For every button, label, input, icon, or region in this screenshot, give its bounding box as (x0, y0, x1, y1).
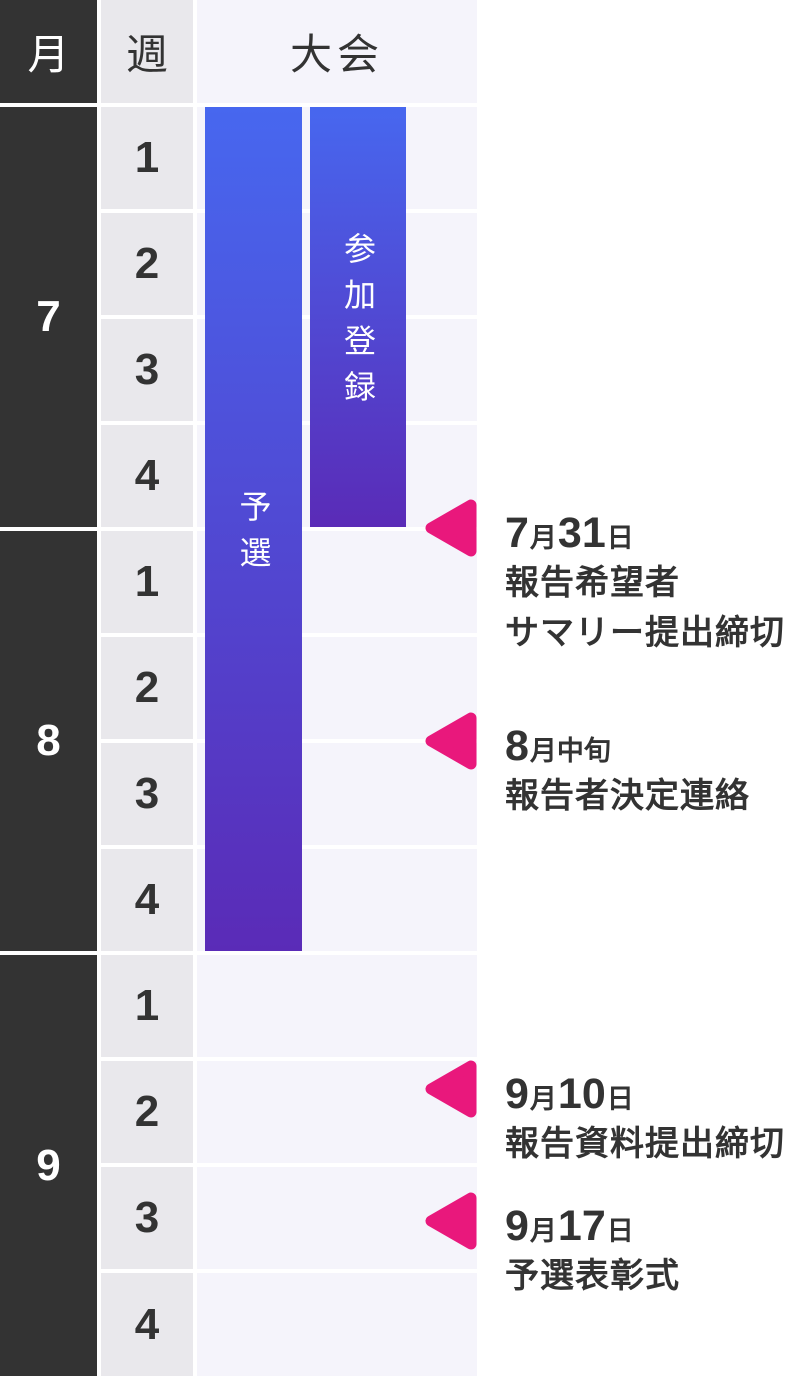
milestone-description-line: 報告資料提出締切 (505, 1125, 785, 1163)
track-column-header-label: 大会 (289, 31, 384, 78)
milestone-date-part: 日 (606, 1084, 634, 1114)
milestone-marker-icon (421, 497, 477, 559)
week-label: 2 (134, 663, 160, 712)
month-label: 7 (36, 292, 61, 341)
week-cell: 2 (101, 213, 193, 315)
milestone-marker-icon (421, 710, 477, 772)
week-label: 4 (134, 875, 160, 924)
week-label: 2 (134, 239, 160, 288)
month-column-header-label: 月 (27, 31, 70, 78)
milestone-date-part: 月中旬 (529, 736, 611, 766)
week-cell: 4 (101, 425, 193, 527)
track-cell (197, 1061, 477, 1163)
milestone-date-part: 8 (505, 722, 529, 770)
week-label: 4 (134, 451, 160, 500)
milestone-date: 7月31日 (505, 508, 785, 558)
week-cell: 4 (101, 849, 193, 951)
milestone-date: 9月10日 (505, 1069, 785, 1119)
week-cell: 2 (101, 637, 193, 739)
milestone-description-line: サマリー提出締切 (505, 614, 785, 652)
week-label: 1 (134, 557, 160, 606)
week-label: 3 (134, 1193, 160, 1242)
week-cell: 1 (101, 107, 193, 209)
month-label: 9 (36, 1140, 61, 1190)
week-label: 3 (134, 769, 160, 818)
milestone-date-part: 9 (505, 1070, 529, 1118)
milestone-text: 9月17日予選表彰式 (505, 1201, 680, 1301)
bar-qualifying: 予選 (205, 107, 302, 951)
week-cell: 2 (101, 1061, 193, 1163)
milestone-date-part: 7 (505, 509, 529, 557)
track-cell (197, 1273, 477, 1376)
week-cell: 3 (101, 1167, 193, 1269)
week-column-header: 週 (101, 0, 193, 103)
month-label: 8 (36, 716, 61, 765)
week-label: 2 (134, 1087, 160, 1136)
milestone-date-part: 日 (606, 1216, 634, 1246)
milestone-marker-icon (421, 1058, 477, 1120)
bar-label: 予選 (235, 490, 272, 582)
track-cell (197, 955, 477, 1057)
milestone-text: 8月中旬報告者決定連絡 (505, 721, 750, 821)
track-column-header: 大会 (197, 0, 477, 103)
month-block: 8 (0, 531, 97, 951)
milestone-date-part: 月 (529, 523, 557, 553)
milestone-date-part: 17 (557, 1202, 606, 1250)
month-column-header: 月 (0, 0, 97, 103)
week-label: 1 (134, 133, 160, 182)
week-cell: 1 (101, 531, 193, 633)
week-cell: 4 (101, 1273, 193, 1376)
milestone-date-part: 月 (529, 1216, 557, 1246)
milestone-text: 7月31日報告希望者サマリー提出締切 (505, 508, 785, 658)
week-label: 1 (134, 981, 160, 1030)
milestone-description-line: 報告希望者 (505, 564, 680, 602)
month-block: 9 (0, 955, 97, 1376)
bar-label: 参加登録 (340, 232, 376, 416)
milestone-description-line: 予選表彰式 (505, 1257, 680, 1295)
milestone-date-part: 月 (529, 1084, 557, 1114)
week-cell: 3 (101, 743, 193, 845)
bar-registration: 参加登録 (310, 107, 406, 527)
week-label: 4 (134, 1299, 160, 1349)
milestone-date-part: 日 (606, 523, 634, 553)
milestone-date-part: 31 (557, 509, 606, 557)
milestone-marker-icon (421, 1190, 477, 1252)
milestone-date-part: 10 (557, 1070, 606, 1118)
week-cell: 1 (101, 955, 193, 1057)
milestone-description-line: 報告者決定連絡 (505, 777, 750, 815)
week-column-header-label: 週 (125, 31, 168, 78)
milestone-date-part: 9 (505, 1202, 529, 1250)
milestone-text: 9月10日報告資料提出締切 (505, 1069, 785, 1169)
month-block: 7 (0, 107, 97, 527)
milestone-date: 9月17日 (505, 1201, 680, 1251)
milestone-date: 8月中旬 (505, 721, 750, 771)
week-cell: 3 (101, 319, 193, 421)
week-label: 3 (134, 345, 160, 394)
